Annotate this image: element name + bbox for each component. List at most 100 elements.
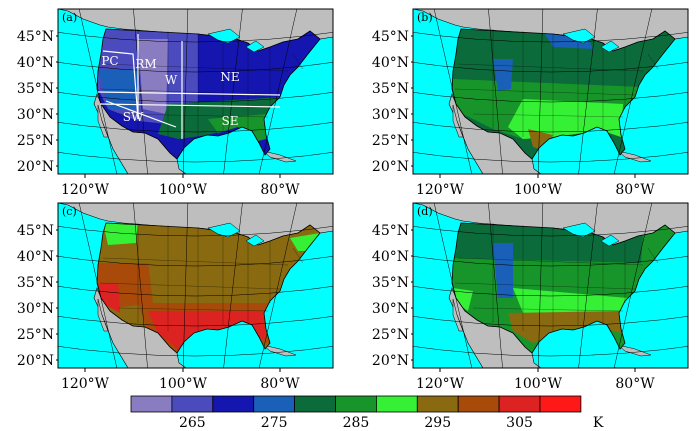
meridian-line [133, 9, 148, 174]
parallel-line [413, 316, 688, 327]
great-lakes [207, 28, 241, 44]
region-label-ne: NE [220, 70, 239, 84]
parallel-line [58, 62, 333, 73]
latitude-label: 35°N [17, 81, 54, 97]
longitude-label: 120°W [416, 376, 465, 392]
colorbar-tick-label: 265 [179, 415, 206, 431]
state-border [99, 282, 281, 290]
meridian-line [258, 9, 298, 174]
great-lakes [245, 234, 265, 247]
longitude-label: 100°W [159, 182, 208, 198]
baja-land [97, 298, 109, 332]
great-lakes [600, 40, 620, 53]
colorbar-tick-label: 285 [343, 415, 370, 431]
panel-tag: (a) [62, 11, 77, 24]
region-label-se: SE [222, 114, 239, 128]
great-lakes [600, 234, 620, 247]
longitude-label: 120°W [61, 376, 110, 392]
map-frame [412, 8, 689, 175]
latitude-label: 30°N [372, 107, 409, 123]
meridian-line [78, 203, 118, 368]
colorbar-swatch [171, 395, 214, 413]
map-frame [57, 202, 334, 369]
colorbar-swatch [294, 395, 336, 413]
colorbar-swatch [375, 395, 418, 413]
parallel-line [413, 32, 688, 43]
cuba-land [617, 344, 652, 357]
meridian-line [488, 9, 503, 174]
panel-tag: (d) [417, 205, 433, 218]
longitude-label: 120°W [61, 182, 110, 198]
meridian-line [258, 203, 298, 368]
temperature-band [138, 39, 168, 114]
parallel-line [58, 92, 333, 103]
map-panel-1: PC RM W NE SW SE (a) 45°N 40°N 35°N 30°N 25°N 20°N 12… [17, 8, 334, 198]
meridian-line [488, 203, 503, 368]
latitude-label: 45°N [372, 223, 409, 239]
state-border [454, 88, 636, 96]
meridian-line [613, 203, 653, 368]
parallel-line [58, 256, 333, 267]
colorbar-unit: K [593, 415, 604, 431]
parallel-line [413, 152, 688, 163]
longitude-label: 100°W [514, 182, 563, 198]
colorbar-swatch [253, 395, 295, 413]
longitude-label: 80°W [615, 376, 655, 392]
parallel-line [413, 256, 688, 267]
meridian-line [133, 203, 148, 368]
latitude-label: 40°N [372, 55, 409, 71]
cuba-land [262, 344, 297, 357]
parallel-line [58, 122, 333, 133]
panel-tag: (b) [417, 11, 433, 24]
temperature-band [493, 243, 513, 298]
latitude-label: 40°N [372, 249, 409, 265]
longitude-label: 80°W [615, 182, 655, 198]
latitude-label: 25°N [17, 327, 54, 343]
colorbar-swatch [539, 395, 582, 413]
panel-tag: (c) [62, 205, 77, 218]
latitude-label: 30°N [17, 107, 54, 123]
meridian-line [433, 9, 473, 174]
baja-land [452, 104, 464, 138]
temperature-band [543, 31, 593, 49]
meridian-line [78, 9, 118, 174]
meridian-line [578, 9, 598, 174]
meridian-line [578, 203, 598, 368]
great-lakes [562, 28, 596, 44]
latitude-label: 40°N [17, 249, 54, 265]
state-border [117, 307, 269, 312]
parallel-line [58, 316, 333, 327]
temperature-band [508, 311, 623, 343]
usa-outline [451, 28, 676, 160]
parallel-line [58, 286, 333, 297]
meridian-line [223, 203, 243, 368]
map-panel-2: (b) 45°N 40°N 35°N 30°N 25°N 20°N 120°W 100°W 80°… [372, 8, 689, 198]
longitude-label: 100°W [159, 376, 208, 392]
meridian-line [537, 203, 544, 368]
state-border [472, 307, 624, 312]
map-frame [57, 8, 334, 175]
latitude-label: 25°N [372, 133, 409, 149]
temperature-band [453, 288, 473, 311]
region-boundary [99, 103, 281, 108]
parallel-line [413, 226, 688, 237]
latitude-label: 20°N [17, 353, 54, 369]
longitude-label: 100°W [514, 376, 563, 392]
longitude-label: 80°W [260, 376, 300, 392]
usa-outline [96, 28, 321, 160]
colorbar-swatch [130, 395, 173, 413]
latitude-label: 30°N [17, 301, 54, 317]
temperature-band [98, 283, 120, 313]
map-frame [412, 202, 689, 369]
latitude-label: 35°N [372, 81, 409, 97]
temperature-band [103, 223, 138, 245]
state-border [472, 113, 624, 118]
region-label-sw: SW [123, 110, 144, 124]
baja-land [97, 104, 109, 138]
colorbar: 265 275 285 295 305 K [130, 395, 604, 431]
parallel-line [58, 346, 333, 357]
parallel-line [58, 152, 333, 163]
latitude-label: 45°N [17, 223, 54, 239]
meridian-line [182, 203, 189, 368]
latitude-label: 20°N [372, 159, 409, 175]
